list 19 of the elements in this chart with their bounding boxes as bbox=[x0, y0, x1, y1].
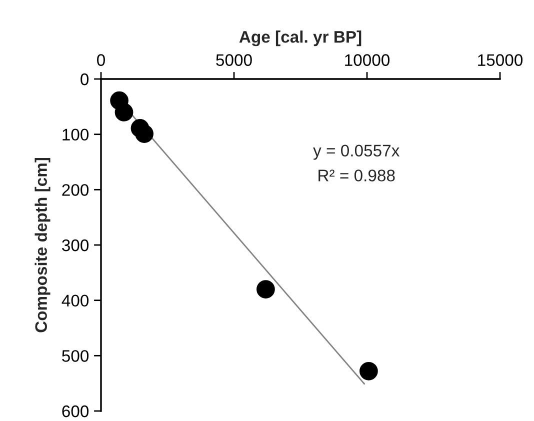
y-tick-label: 200 bbox=[62, 184, 89, 196]
point bbox=[256, 280, 275, 298]
point bbox=[360, 362, 378, 380]
annotation: R² = 0.988 bbox=[318, 170, 395, 182]
annotation: y = 0.0557x bbox=[313, 144, 400, 160]
y-tick-label: 0 bbox=[80, 73, 89, 86]
y-axis-title: Composite depth [cm] bbox=[34, 158, 50, 332]
y-tick-label: 500 bbox=[62, 350, 89, 362]
x-tick-label: 5000 bbox=[216, 54, 252, 66]
y-tick-label: 400 bbox=[62, 294, 89, 307]
point bbox=[114, 103, 134, 122]
x-tick-label: 0 bbox=[97, 54, 105, 66]
x-tick-label: 15000 bbox=[478, 54, 523, 66]
y-tick-label: 100 bbox=[62, 128, 89, 141]
x-tick-label: 10000 bbox=[345, 54, 390, 66]
point bbox=[135, 124, 154, 143]
y-tick-label: 600 bbox=[62, 405, 89, 418]
x-axis-title: Age [cal. yr BP] bbox=[239, 30, 362, 46]
y-tick-label: 300 bbox=[62, 239, 89, 252]
